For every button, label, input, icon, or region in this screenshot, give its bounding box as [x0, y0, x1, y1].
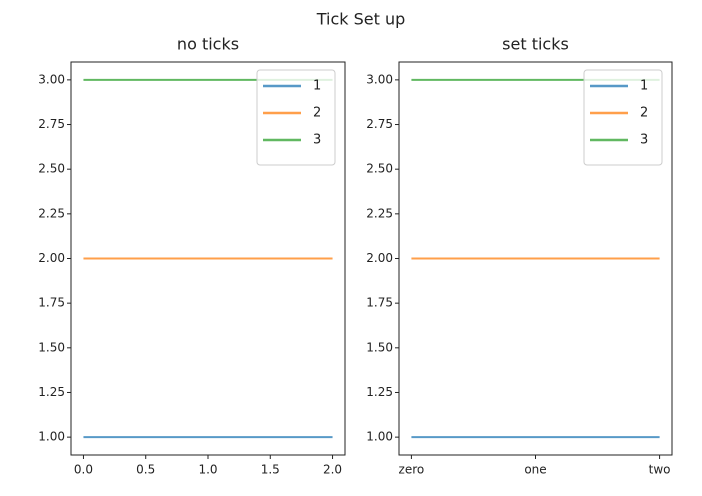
y-tick-label: 2.50 — [366, 162, 393, 176]
legend-label: 1 — [640, 79, 648, 94]
y-tick-label: 2.25 — [366, 206, 393, 220]
legend-label: 1 — [313, 79, 321, 94]
x-tick-label: two — [649, 463, 671, 477]
y-tick-label: 1.25 — [38, 385, 65, 399]
legend-label: 3 — [313, 133, 321, 148]
y-tick-label: 1.50 — [366, 340, 393, 354]
axes-title: set ticks — [502, 35, 569, 54]
x-tick-label: 0.5 — [136, 463, 155, 477]
axes-title: no ticks — [177, 35, 239, 54]
y-tick-label: 2.75 — [38, 117, 65, 131]
legend-label: 3 — [640, 133, 648, 148]
figure-title: Tick Set up — [316, 10, 406, 29]
x-tick-label: 2.0 — [323, 463, 342, 477]
y-tick-label: 1.00 — [366, 430, 393, 444]
axes-frame — [70, 61, 346, 456]
y-tick-label: 1.75 — [38, 296, 65, 310]
y-tick-label: 2.00 — [366, 251, 393, 265]
legend-label: 2 — [640, 106, 648, 121]
y-tick-label: 2.00 — [38, 251, 65, 265]
y-tick-label: 1.00 — [38, 430, 65, 444]
x-tick-label: zero — [399, 463, 425, 477]
y-tick-label: 1.75 — [366, 296, 393, 310]
legend-label: 2 — [313, 106, 321, 121]
y-tick-label: 2.50 — [38, 162, 65, 176]
x-tick-label: 0.0 — [74, 463, 93, 477]
y-tick-label: 3.00 — [38, 72, 65, 86]
y-tick-label: 3.00 — [366, 72, 393, 86]
x-tick-label: 1.0 — [198, 463, 217, 477]
x-tick-label: 1.5 — [261, 463, 280, 477]
legend-box — [583, 69, 663, 166]
y-tick-label: 2.75 — [366, 117, 393, 131]
y-tick-label: 1.25 — [366, 385, 393, 399]
y-tick-label: 2.25 — [38, 206, 65, 220]
axes-frame — [398, 61, 673, 456]
x-tick-label: one — [524, 463, 546, 477]
legend-box — [256, 69, 336, 166]
y-tick-label: 1.50 — [38, 340, 65, 354]
